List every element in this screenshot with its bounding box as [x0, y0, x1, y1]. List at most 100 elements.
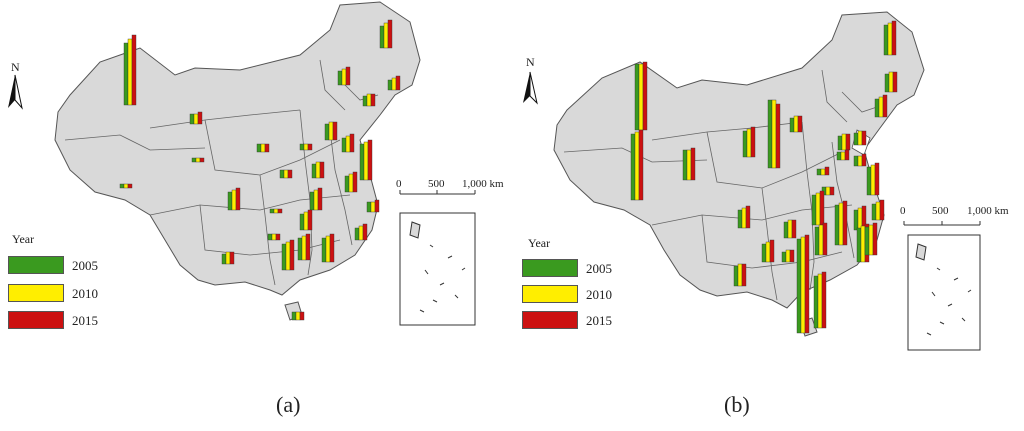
bar-2010: [366, 93, 372, 107]
bar-2005: [783, 221, 789, 239]
bar-2010: [838, 202, 844, 246]
province-bar-cluster: [853, 153, 867, 167]
bar-2015: [319, 161, 325, 179]
bar-2005: [813, 275, 819, 329]
province-bar-cluster: [742, 126, 756, 158]
bar-2010: [737, 263, 743, 287]
bar-2005: [814, 226, 820, 256]
bar-2015: [307, 143, 313, 151]
province-bar-cluster: [359, 139, 373, 181]
province-bar-cluster: [269, 208, 283, 214]
bar-2015: [791, 219, 797, 239]
bar-2005: [269, 208, 275, 214]
bar-2010: [878, 96, 884, 118]
province-bar-cluster: [291, 311, 305, 321]
bar-2005: [884, 73, 890, 93]
bar-2015: [882, 94, 888, 118]
bar-2005: [856, 227, 862, 263]
province-bar-cluster: [279, 169, 293, 179]
bar-2005: [341, 137, 347, 153]
bar-2015: [642, 61, 648, 131]
bar-2005: [191, 157, 197, 163]
province-bar-cluster: [864, 222, 878, 256]
province-bar-cluster: [324, 121, 338, 141]
province-bar-cluster: [354, 223, 368, 241]
scale-tick-1-b: 500: [932, 205, 949, 217]
bar-2005: [321, 237, 327, 263]
bar-2015: [370, 93, 376, 107]
province-bar-cluster: [387, 75, 401, 91]
bar-2005: [742, 130, 748, 158]
inset-islands-b: [915, 243, 972, 336]
bar-2005: [883, 24, 889, 56]
bar-2010: [887, 22, 893, 56]
bar-2015: [892, 71, 898, 93]
bar-2010: [271, 233, 277, 241]
province-bar-cluster: [866, 162, 880, 196]
bar-2005: [733, 265, 739, 287]
bar-2015: [387, 19, 393, 49]
bar-2005: [781, 251, 787, 263]
bar-2010: [295, 311, 301, 321]
bar-2005: [836, 151, 842, 161]
bar-2010: [358, 225, 364, 241]
province-bar-cluster: [813, 271, 827, 329]
scale-tick-2-a: 1,000 km: [462, 178, 504, 190]
bar-2005: [796, 238, 802, 334]
bar-2005: [297, 237, 303, 261]
bar-2005: [379, 25, 385, 49]
province-bar-cluster: [874, 94, 888, 118]
bar-2015: [638, 129, 644, 201]
province-bar-cluster: [191, 157, 205, 163]
province-bar-cluster: [811, 190, 825, 226]
bar-2005: [189, 113, 195, 125]
bar-2010: [195, 157, 201, 163]
legend-swatch-2005-a: [8, 256, 64, 274]
bar-2015: [750, 126, 756, 158]
bar-2005: [299, 143, 305, 151]
bar-2010: [285, 241, 291, 271]
bar-2005: [853, 132, 859, 146]
bar-2010: [123, 183, 129, 189]
bar-2010: [820, 168, 826, 176]
bar-2010: [341, 68, 347, 86]
province-bar-cluster: [834, 200, 848, 246]
bar-2015: [275, 233, 281, 241]
bar-2005: [279, 169, 285, 179]
legend-title-b: Year: [528, 236, 551, 250]
bar-2010: [303, 211, 309, 231]
province-bar-cluster: [299, 209, 313, 231]
caption-a: (a): [276, 392, 301, 417]
bar-2005: [281, 243, 287, 271]
bar-2015: [277, 208, 283, 214]
bar-2015: [797, 115, 803, 133]
bar-2005: [299, 213, 305, 231]
legend-label-2010-b: 2010: [586, 287, 612, 302]
bar-2010: [785, 249, 791, 263]
bar-2005: [366, 201, 372, 213]
province-bar-cluster: [256, 143, 270, 153]
bar-2010: [741, 207, 747, 229]
bar-2015: [352, 171, 358, 193]
bar-2015: [879, 199, 885, 221]
bar-2005: [864, 226, 870, 256]
province-bar-cluster: [337, 66, 351, 86]
province-bar-cluster: [299, 143, 313, 151]
province-bar-cluster: [837, 133, 851, 151]
province-bar-cluster: [321, 233, 335, 263]
bar-2005: [309, 191, 315, 211]
bar-2010: [328, 121, 334, 141]
bar-2005: [737, 209, 743, 229]
bar-2015: [745, 205, 751, 229]
bar-2010: [273, 208, 279, 214]
scale-tick-1-a: 500: [428, 178, 445, 190]
bar-2015: [127, 183, 133, 189]
bar-2015: [374, 199, 380, 213]
bar-2010: [868, 224, 874, 256]
province-bar-cluster: [311, 161, 325, 179]
province-bar-cluster: [630, 129, 644, 201]
bar-2015: [821, 271, 827, 329]
bar-2015: [804, 234, 810, 334]
bar-2010: [860, 225, 866, 263]
bar-2015: [287, 169, 293, 179]
